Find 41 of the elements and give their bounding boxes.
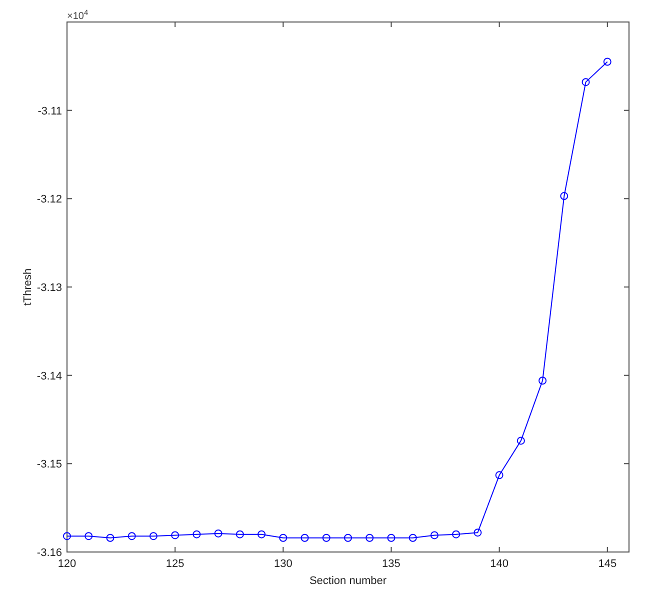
point (516, 436, 525, 445)
point (84, 532, 93, 540)
x-axis-title: Section number (309, 575, 387, 587)
point (603, 58, 612, 66)
y-tick-label: -3.14 (36, 370, 62, 382)
point (106, 534, 114, 542)
point (474, 528, 482, 537)
point (192, 530, 201, 538)
x-tick-label: 125 (166, 558, 184, 570)
point (236, 530, 244, 538)
x-tick-label: 130 (274, 558, 292, 570)
y-axis-title: tThresh (22, 268, 34, 306)
y-tick-label: -3.16 (36, 547, 62, 559)
point (430, 531, 438, 540)
x-tick-label: 120 (58, 558, 76, 570)
x-tick-label: 145 (598, 558, 617, 570)
point (366, 534, 374, 542)
x-tick-label: 140 (490, 558, 508, 570)
y-tick-label: -3.11 (38, 105, 62, 118)
point (538, 376, 547, 385)
point (149, 532, 158, 540)
y-tick-label: -3.13 (36, 282, 62, 294)
point (408, 534, 417, 542)
point (63, 532, 71, 540)
point (452, 530, 460, 538)
point (258, 530, 266, 538)
point (128, 532, 136, 540)
point (300, 534, 309, 542)
text: ×10$^{4}$ (67, 8, 88, 22)
point (560, 192, 568, 200)
point (279, 534, 288, 542)
point (387, 534, 396, 542)
point (214, 529, 222, 538)
point (322, 534, 330, 542)
point (344, 534, 352, 542)
point (582, 78, 590, 86)
x-tick-label: 135 (382, 558, 400, 570)
point (171, 531, 180, 540)
point (495, 471, 504, 480)
y-tick-label: -3.15 (36, 458, 62, 471)
y-tick-label: -3.12 (36, 194, 62, 206)
